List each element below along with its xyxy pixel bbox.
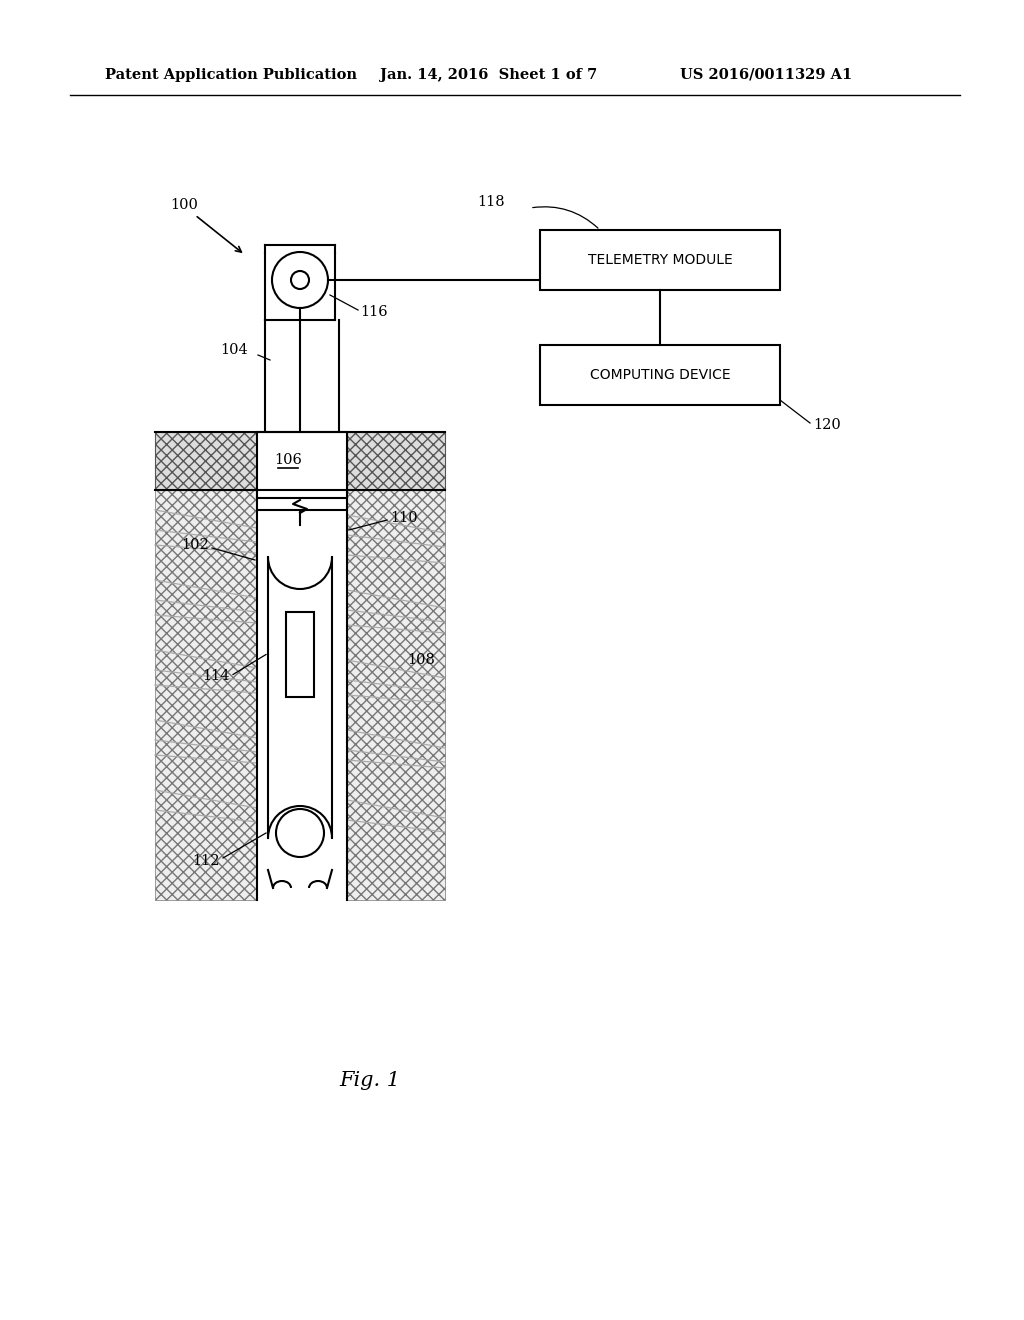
Text: 104: 104 <box>220 343 248 356</box>
Wedge shape <box>268 557 332 589</box>
Text: 108: 108 <box>407 653 435 667</box>
Bar <box>347 490 445 900</box>
Text: 106: 106 <box>274 453 302 467</box>
FancyBboxPatch shape <box>268 557 332 838</box>
Text: 120: 120 <box>813 418 841 432</box>
Bar <box>540 345 780 405</box>
Circle shape <box>272 252 328 308</box>
Text: 112: 112 <box>193 854 220 869</box>
Text: 116: 116 <box>360 305 388 319</box>
Text: Fig. 1: Fig. 1 <box>340 1071 400 1089</box>
Circle shape <box>276 809 324 857</box>
Text: 100: 100 <box>170 198 198 213</box>
Text: 118: 118 <box>477 195 505 209</box>
Text: TELEMETRY MODULE: TELEMETRY MODULE <box>588 253 732 267</box>
Text: 102: 102 <box>181 539 209 552</box>
Text: US 2016/0011329 A1: US 2016/0011329 A1 <box>680 69 852 82</box>
Text: COMPUTING DEVICE: COMPUTING DEVICE <box>590 368 730 381</box>
Text: 110: 110 <box>390 511 418 525</box>
Bar <box>540 230 780 290</box>
Text: 114: 114 <box>203 669 230 684</box>
Text: Patent Application Publication: Patent Application Publication <box>105 69 357 82</box>
Bar <box>257 490 347 900</box>
Bar <box>347 432 445 490</box>
Bar <box>155 432 257 490</box>
Text: Jan. 14, 2016  Sheet 1 of 7: Jan. 14, 2016 Sheet 1 of 7 <box>380 69 597 82</box>
Bar <box>257 432 347 490</box>
Wedge shape <box>268 807 332 838</box>
Bar <box>155 490 257 900</box>
Bar <box>286 612 314 697</box>
